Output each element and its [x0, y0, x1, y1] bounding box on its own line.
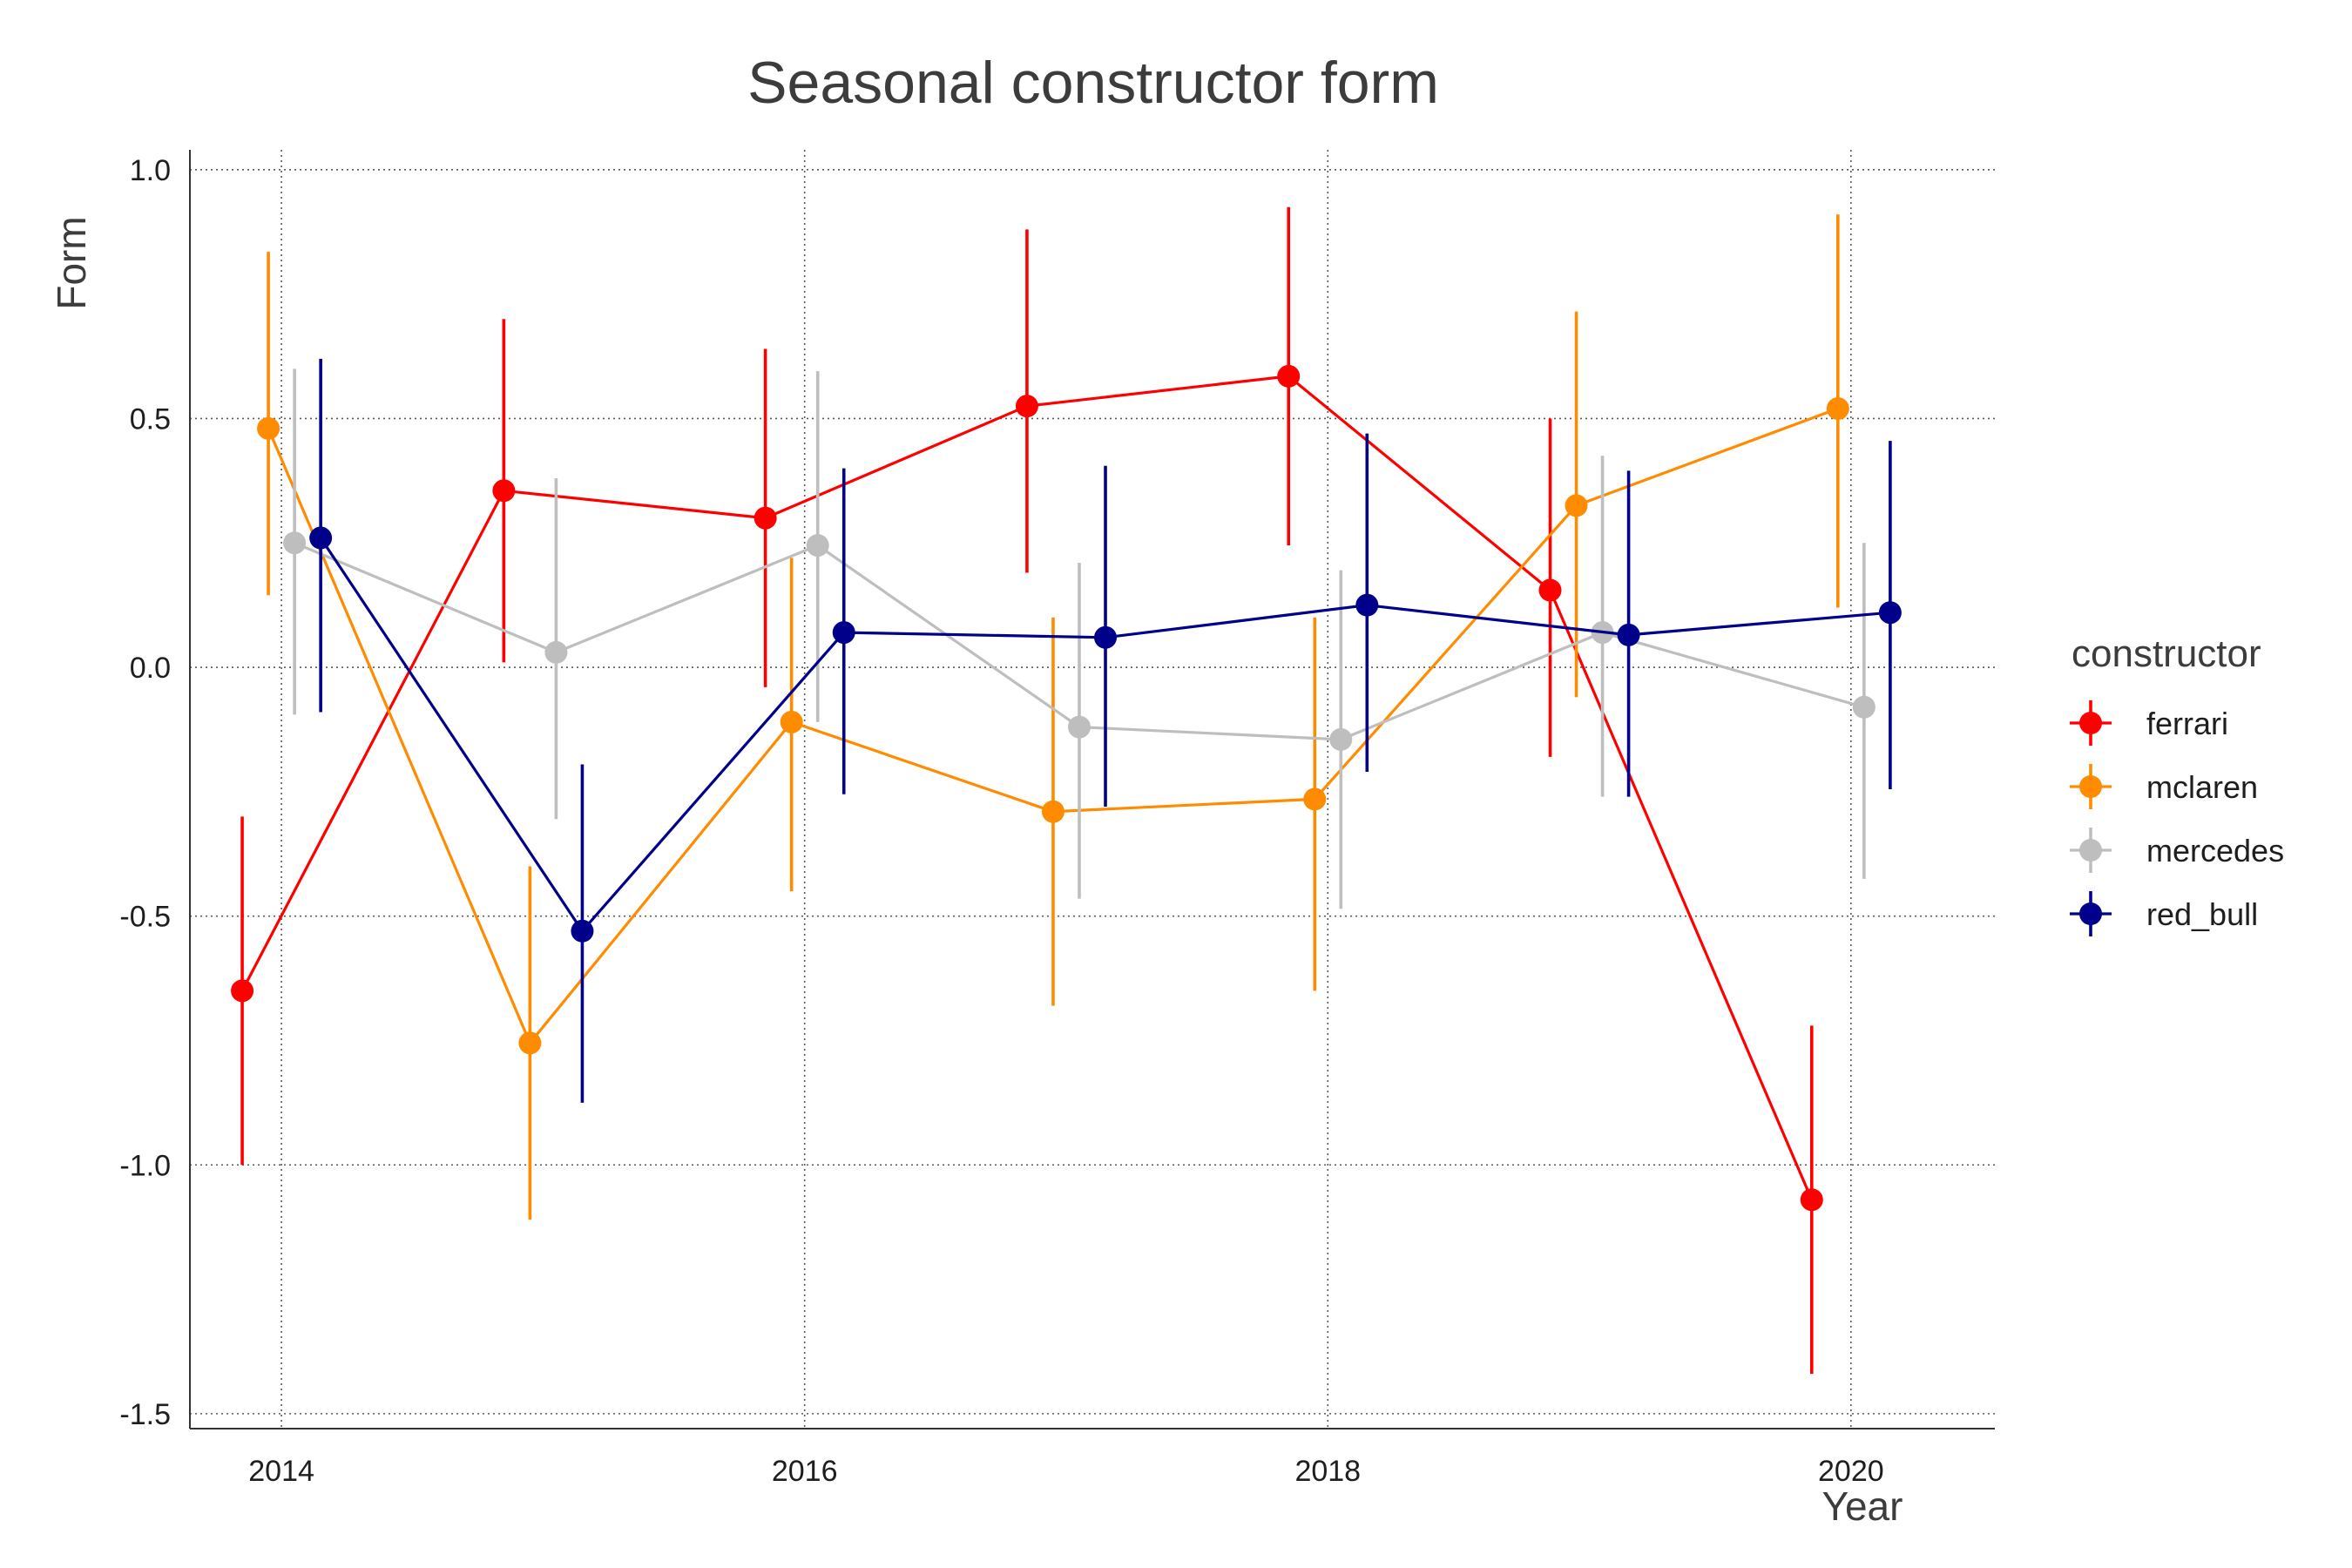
data-point [1355, 593, 1379, 617]
y-tick-label: -0.5 [119, 901, 171, 934]
y-axis-title: Form [49, 216, 94, 309]
series-mercedes [283, 368, 1876, 909]
x-tick-label: 2018 [1294, 1455, 1361, 1488]
legend-item-red_bull: red_bull [2070, 891, 2258, 936]
y-tick-label: 0.5 [130, 402, 171, 436]
legend-label: red_bull [2146, 896, 2258, 932]
series-ferrari [231, 206, 1823, 1375]
data-point [1800, 1188, 1823, 1212]
data-point [492, 479, 516, 503]
y-tick-label: -1.0 [119, 1149, 171, 1182]
series-red_bull [309, 358, 1902, 1103]
grid [190, 150, 1995, 1429]
data-point [283, 531, 307, 555]
data-point [1094, 625, 1118, 649]
data-point [1277, 364, 1301, 388]
data-point [1565, 494, 1588, 517]
data-point [1015, 395, 1038, 418]
legend-title: constructor [2072, 632, 2261, 675]
data-point [1303, 787, 1327, 811]
y-tick-label: -1.5 [119, 1398, 171, 1431]
plot-area [231, 206, 1902, 1375]
legend-key-point [2079, 902, 2102, 925]
data-point [1852, 695, 1876, 719]
data-point [1617, 623, 1640, 646]
y-tick-label: 0.0 [130, 652, 171, 685]
legend-label: mercedes [2146, 833, 2284, 868]
data-point [231, 979, 254, 1003]
data-point [309, 526, 333, 550]
legend-label: mclaren [2146, 769, 2258, 805]
data-point [544, 640, 568, 664]
data-point [1826, 397, 1849, 421]
axes: -1.5 -1.0 -0.5 0.0 0.5 1.0 2014 2016 2018 2020 [119, 150, 1995, 1488]
data-point [1041, 800, 1064, 823]
legend-key-point [2079, 775, 2102, 798]
legend-item-mercedes: mercedes [2070, 828, 2284, 873]
series-mclaren [257, 214, 1849, 1220]
legend-key-point [2079, 712, 2102, 734]
data-point [257, 416, 280, 440]
data-point [1067, 715, 1091, 739]
legend-item-ferrari: ferrari [2070, 700, 2228, 746]
data-point [754, 506, 777, 530]
x-tick-label: 2020 [1818, 1455, 1884, 1488]
data-point [518, 1031, 542, 1055]
y-tick-label: 1.0 [130, 154, 171, 187]
data-point [1878, 601, 1902, 625]
x-tick-label: 2016 [772, 1455, 838, 1488]
legend-label: ferrari [2146, 706, 2228, 741]
data-point [1329, 727, 1353, 751]
data-point [780, 710, 803, 733]
x-tick-label: 2014 [248, 1455, 314, 1488]
data-point [1538, 578, 1562, 602]
data-point [832, 621, 855, 645]
legend: constructor ferrari mclaren mercedes red_bu… [2070, 632, 2284, 936]
legend-key-point [2079, 839, 2102, 862]
legend-item-mclaren: mclaren [2070, 764, 2258, 809]
x-axis-title: Year [1822, 1484, 1903, 1529]
data-point [806, 534, 829, 558]
chart-title: Seasonal constructor form [747, 50, 1439, 116]
data-point [571, 919, 594, 943]
